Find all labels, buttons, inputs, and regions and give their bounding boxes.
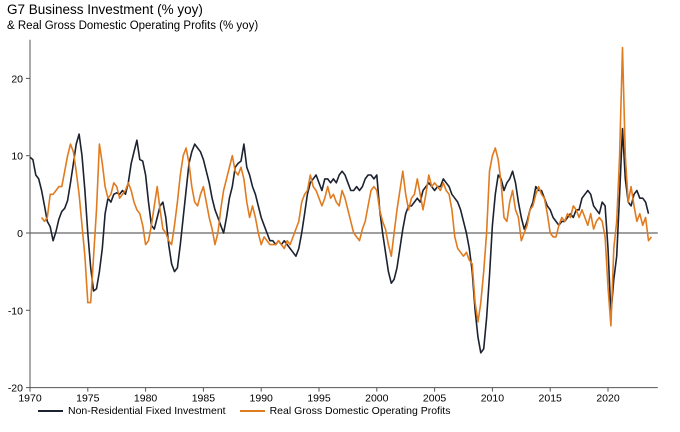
y-tick-label: 20 — [11, 73, 23, 85]
series-line-profits — [40, 46, 653, 327]
legend-label-profits: Real Gross Domestic Operating Profits — [269, 405, 451, 417]
x-tick-label: 1980 — [134, 393, 158, 405]
legend-swatch-profits — [239, 410, 265, 412]
legend-item-investment: Non-Residential Fixed Investment — [38, 405, 226, 417]
y-tick-label: 0 — [17, 228, 23, 240]
chart-subtitle: & Real Gross Domestic Operating Profits … — [7, 20, 259, 32]
x-tick-label: 2000 — [365, 393, 389, 405]
legend-swatch-investment — [38, 410, 63, 412]
x-tick-label: 1985 — [192, 393, 216, 405]
series-line-investment — [29, 127, 650, 354]
y-tick-label: -10 — [8, 305, 23, 317]
x-tick-label: 1990 — [250, 393, 274, 405]
legend-label-investment: Non-Residential Fixed Investment — [68, 405, 226, 417]
x-tick-label: 1995 — [307, 393, 331, 405]
legend: Non-Residential Fixed Investment Real Gr… — [38, 405, 464, 417]
x-tick-label: 1970 — [18, 393, 42, 405]
legend-item-profits: Real Gross Domestic Operating Profits — [239, 405, 451, 417]
y-tick-label: -20 — [8, 383, 23, 395]
x-tick-label: 2005 — [423, 393, 447, 405]
x-tick-label: 2020 — [596, 393, 620, 405]
axes: -20 -10 0 10 20 1970 1975 1980 1985 1990 1995 2000 2… — [8, 39, 658, 405]
x-tick-label: 2010 — [481, 393, 505, 405]
y-tick-label: 10 — [11, 151, 23, 163]
series-layer — [29, 46, 653, 354]
x-tick-label: 1975 — [76, 393, 100, 405]
chart-title: G7 Business Investment (% yoy) — [7, 2, 203, 17]
x-tick-label: 2015 — [539, 393, 563, 405]
